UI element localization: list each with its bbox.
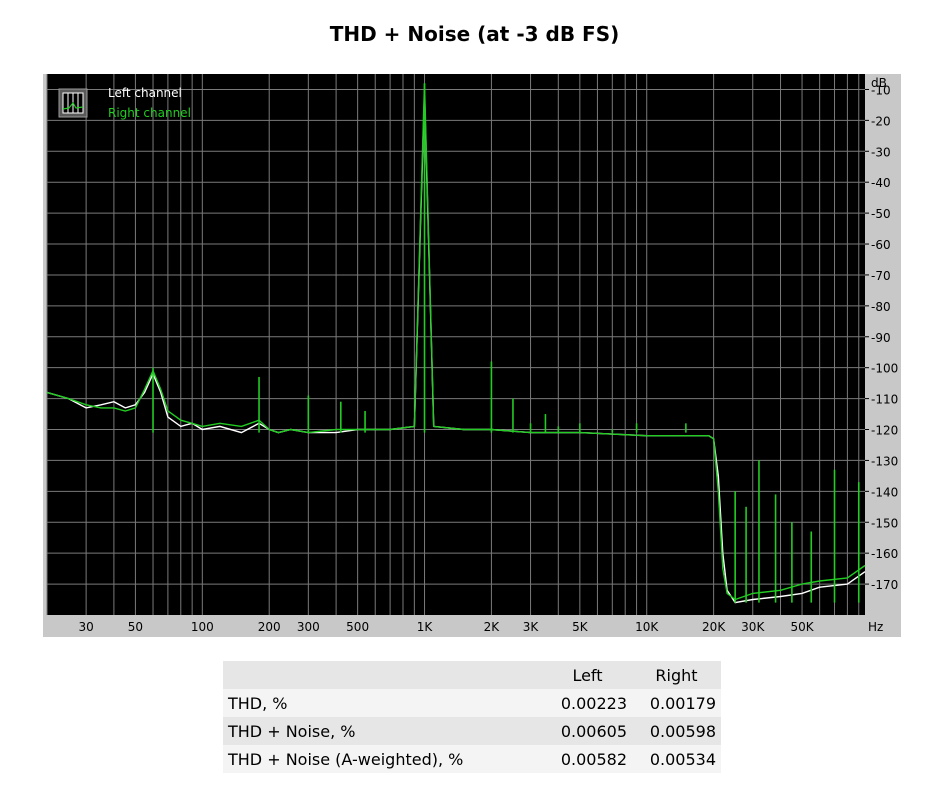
y-tick-label: -150 [871, 516, 898, 530]
table-row: THD + Noise (A-weighted), % 0.00582 0.00… [223, 745, 721, 773]
y-tick-label: -100 [871, 362, 898, 376]
row-label: THD + Noise, % [228, 721, 356, 741]
y-tick-label: -30 [871, 145, 891, 159]
table-row: THD + Noise, % 0.00605 0.00598 [223, 717, 721, 745]
chart-frame: 30 50 100 200 300 500 1K 2K 3K 5K 10K 20K 30K 50K -10… [43, 74, 901, 637]
y-tick-label: -110 [871, 393, 898, 407]
table-header-blank [223, 661, 543, 689]
x-tick-label: 5K [572, 620, 589, 634]
x-tick-label: 30K [741, 620, 765, 634]
y-tick-label: -160 [871, 547, 898, 561]
x-tick-label: 300 [297, 620, 320, 634]
y-tick-label: -130 [871, 454, 898, 468]
legend-right-channel: Right channel [108, 106, 191, 120]
thd-noise-chart: 30 50 100 200 300 500 1K 2K 3K 5K 10K 20K 30K 50K -10… [46, 74, 898, 634]
right-value: 0.00179 [649, 693, 716, 713]
legend: Left channel Right channel [58, 86, 191, 120]
y-tick-label: -40 [871, 176, 891, 190]
row-label: THD + Noise (A-weighted), % [228, 749, 464, 769]
x-tick-label: 50 [128, 620, 143, 634]
y-tick-label: -20 [871, 114, 891, 128]
y-axis-unit-label: dB [871, 76, 887, 90]
x-axis-unit-label: Hz [868, 620, 883, 634]
y-tick-label: -50 [871, 207, 891, 221]
x-tick-label: 20K [702, 620, 726, 634]
x-tick-label: 1K [417, 620, 434, 634]
legend-icon [58, 88, 88, 118]
legend-left-channel: Left channel [108, 86, 182, 100]
y-tick-label: -80 [871, 300, 891, 314]
table-header-right: Right [655, 665, 698, 685]
y-tick-label: -120 [871, 424, 898, 438]
x-tick-label: 100 [191, 620, 214, 634]
series-right-channel [46, 83, 866, 601]
x-tick-label: 3K [523, 620, 540, 634]
y-tick-label: -140 [871, 485, 898, 499]
chart-title: THD + Noise (at -3 dB FS) [329, 22, 620, 46]
left-value: 0.00605 [560, 721, 627, 741]
x-tick-label: 10K [635, 620, 659, 634]
right-value: 0.00534 [649, 749, 716, 769]
y-tick-label: -60 [871, 238, 891, 252]
y-tick-label: -10 [871, 83, 891, 97]
x-tick-label: 50K [790, 620, 814, 634]
left-value: 0.00582 [560, 749, 627, 769]
right-value: 0.00598 [649, 721, 716, 741]
x-tick-label: 2K [484, 620, 501, 634]
left-value: 0.00223 [560, 693, 627, 713]
x-tick-label: 200 [258, 620, 281, 634]
grid-lines [46, 74, 865, 615]
row-label: THD, % [228, 693, 288, 713]
table-row: THD, % 0.00223 0.00179 [223, 689, 721, 717]
x-tick-label: 500 [346, 620, 369, 634]
plot-area [47, 74, 865, 615]
table-header-left: Left [572, 665, 603, 685]
y-tick-label: -70 [871, 269, 891, 283]
y-tick-label: -170 [871, 578, 898, 592]
y-axis: -10 -20 -30 -40 -50 -60 -70 -80 -90 -100 -110 -120 -… [865, 83, 898, 592]
x-tick-label: 30 [78, 620, 93, 634]
results-table: Left Right THD, % 0.00223 0.00179 THD + … [223, 661, 721, 773]
x-axis: 30 50 100 200 300 500 1K 2K 3K 5K 10K 20K 30K 50K [78, 620, 814, 634]
table-header-row: Left Right [223, 661, 721, 689]
series-layer [46, 83, 866, 604]
y-tick-label: -90 [871, 331, 891, 345]
